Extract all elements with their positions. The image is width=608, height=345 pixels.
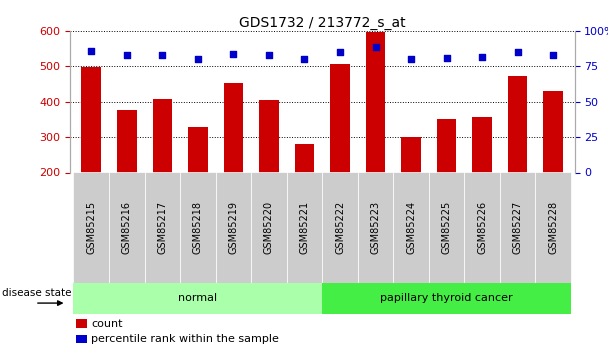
Point [548, 52, 558, 58]
Text: GSM85216: GSM85216 [122, 201, 132, 254]
Point [300, 57, 309, 62]
Text: GSM85218: GSM85218 [193, 201, 203, 254]
Text: GSM85217: GSM85217 [157, 201, 167, 254]
Bar [508, 76, 528, 172]
Bar [224, 83, 243, 172]
Point [193, 57, 202, 62]
Bar [322, 283, 571, 314]
Bar [153, 99, 172, 172]
Bar [536, 172, 571, 283]
Text: normal: normal [178, 294, 218, 303]
Bar [109, 172, 145, 283]
Bar [472, 117, 492, 172]
Text: papillary thyroid cancer: papillary thyroid cancer [381, 294, 513, 303]
Bar [429, 172, 465, 283]
Bar [544, 91, 563, 172]
Bar [287, 172, 322, 283]
Text: count: count [91, 319, 123, 328]
Text: GSM85223: GSM85223 [370, 201, 381, 254]
Bar [322, 172, 358, 283]
Text: GSM85220: GSM85220 [264, 201, 274, 254]
Bar [180, 172, 216, 283]
Bar [401, 137, 421, 172]
Bar [74, 283, 322, 314]
Bar [81, 68, 101, 172]
Bar [465, 172, 500, 283]
Point [229, 51, 238, 57]
Text: GSM85215: GSM85215 [86, 201, 96, 254]
Text: GSM85222: GSM85222 [335, 201, 345, 254]
Bar [117, 110, 137, 172]
Point [477, 54, 487, 59]
Text: GSM85226: GSM85226 [477, 201, 487, 254]
Point [442, 55, 452, 61]
Point [335, 50, 345, 55]
Bar [251, 172, 287, 283]
Title: GDS1732 / 213772_s_at: GDS1732 / 213772_s_at [239, 16, 406, 30]
Bar [216, 172, 251, 283]
Text: GSM85221: GSM85221 [300, 201, 309, 254]
Point [122, 52, 132, 58]
Bar [366, 32, 385, 173]
Bar [145, 172, 180, 283]
Bar [74, 172, 109, 283]
Point [406, 57, 416, 62]
Bar [188, 127, 207, 172]
Bar [295, 144, 314, 172]
Text: GSM85219: GSM85219 [229, 201, 238, 254]
Text: GSM85227: GSM85227 [513, 201, 523, 254]
Bar [393, 172, 429, 283]
Text: GSM85228: GSM85228 [548, 201, 558, 254]
Point [371, 44, 381, 49]
Bar [358, 172, 393, 283]
Bar [437, 119, 457, 172]
Bar [259, 100, 278, 172]
Text: GSM85224: GSM85224 [406, 201, 416, 254]
Bar [500, 172, 536, 283]
Point [513, 50, 522, 55]
Text: disease state: disease state [2, 288, 71, 298]
Point [86, 48, 96, 53]
Text: GSM85225: GSM85225 [441, 201, 452, 254]
Point [157, 52, 167, 58]
Point [264, 52, 274, 58]
Bar [330, 64, 350, 172]
Text: percentile rank within the sample: percentile rank within the sample [91, 334, 279, 344]
